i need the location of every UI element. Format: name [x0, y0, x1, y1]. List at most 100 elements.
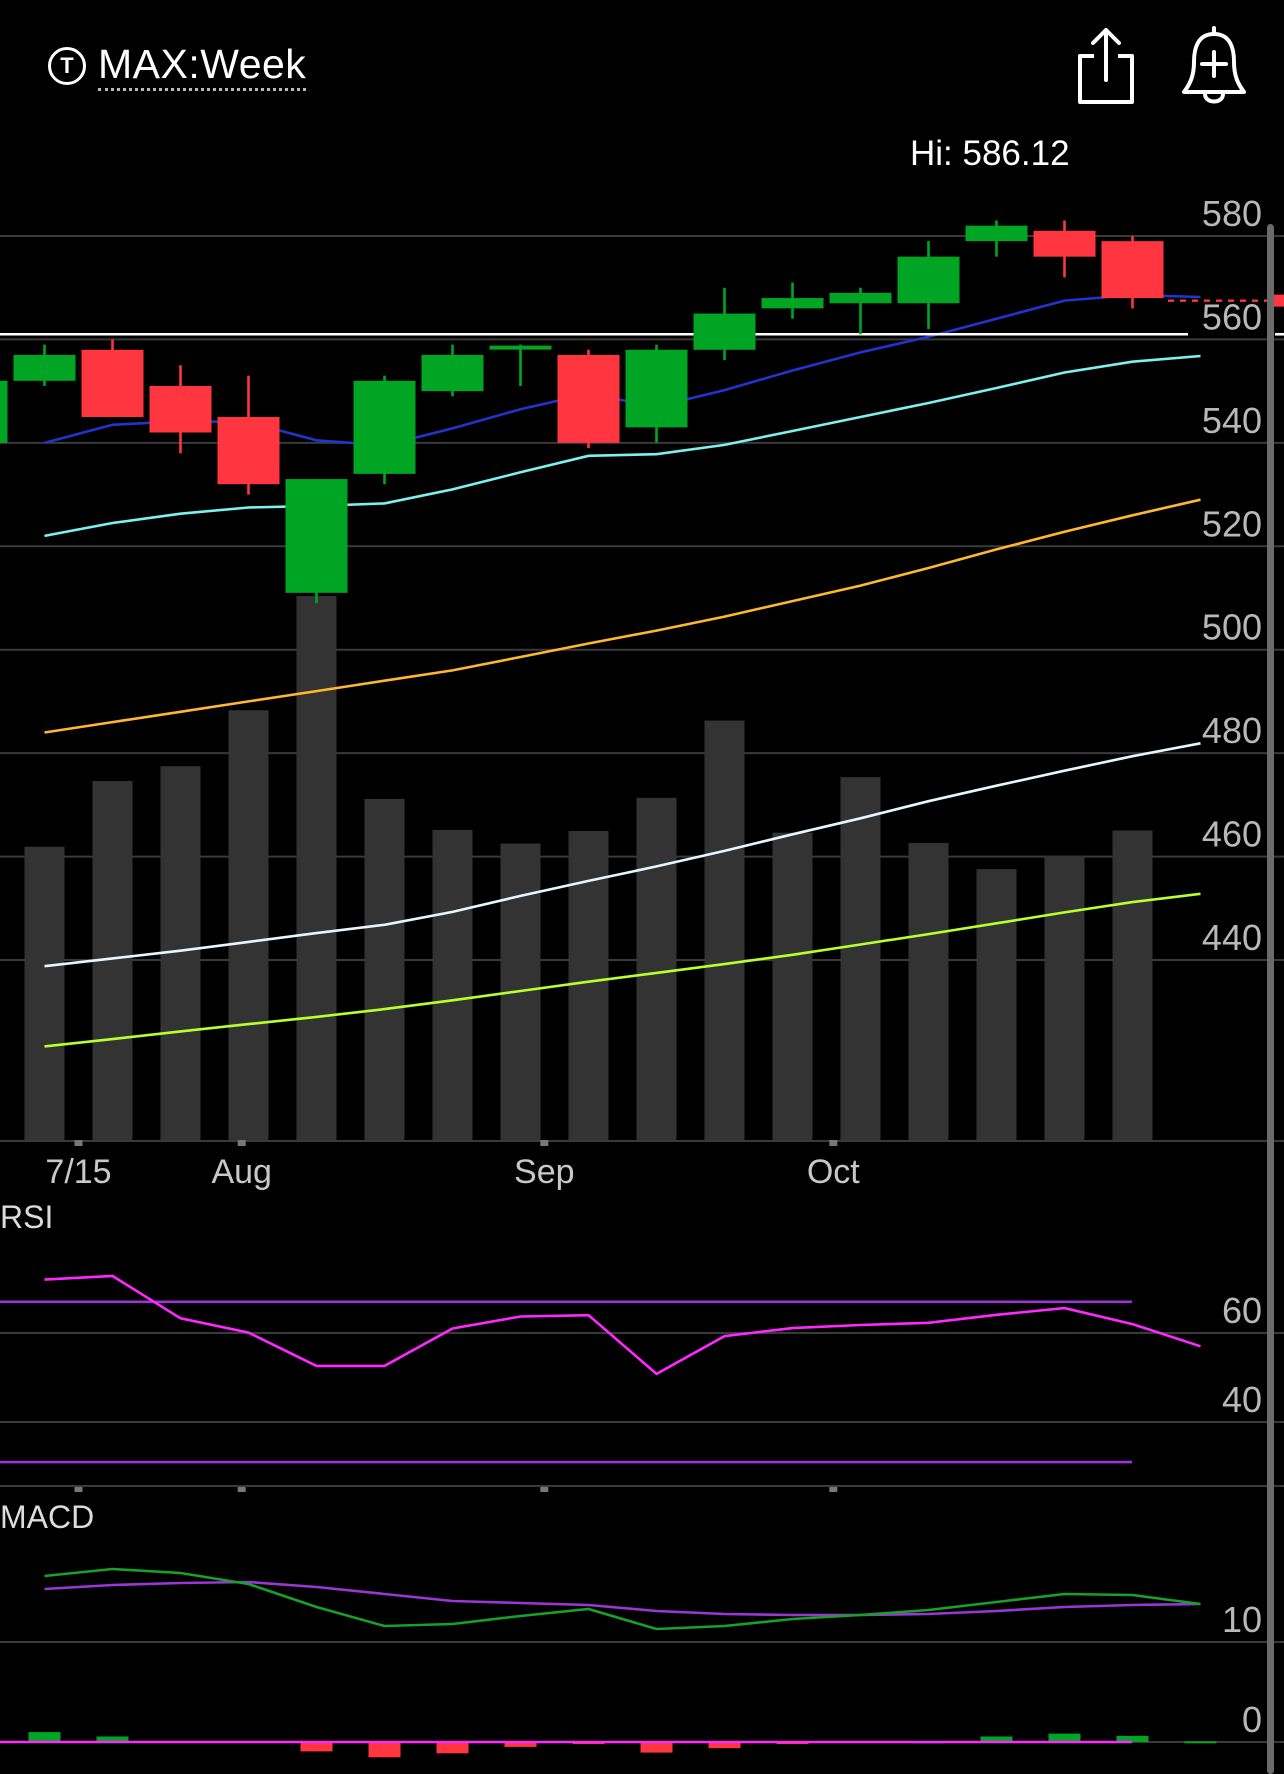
- candles: [0, 220, 1164, 604]
- high-price-label: Hi: 586.12: [910, 134, 1070, 173]
- price-tick-label: 540: [1202, 400, 1262, 441]
- volume-bar: [1112, 830, 1153, 1140]
- candle: [0, 380, 8, 443]
- volume-bar: [1044, 855, 1085, 1140]
- candle: [217, 375, 280, 495]
- candle: [13, 344, 76, 386]
- macd-tick-label: 0: [1242, 1699, 1262, 1740]
- volume-bar: [840, 777, 881, 1140]
- volume-bar: [568, 831, 609, 1140]
- candle: [557, 349, 620, 449]
- date-tick-mark: [829, 1140, 838, 1146]
- macd-histogram-bar: [436, 1742, 469, 1754]
- date-tick-label: 7/15: [45, 1153, 111, 1191]
- moving-average-line: [44, 498, 1201, 734]
- date-tick-mark: [74, 1140, 83, 1146]
- candle: [353, 375, 416, 485]
- rsi-title: RSI: [0, 1199, 53, 1235]
- last-price-marker: [1274, 294, 1284, 307]
- candle: [81, 339, 144, 417]
- candle-body: [693, 313, 756, 350]
- ticker-period-selector[interactable]: T MAX:Week: [48, 38, 307, 94]
- candle-body: [0, 380, 8, 443]
- date-tick-label: Aug: [211, 1153, 272, 1191]
- moving-average-line: [44, 742, 1201, 968]
- add-alert-bell-icon: [1182, 26, 1246, 104]
- volume-bar: [24, 846, 65, 1140]
- candle-body: [13, 354, 76, 381]
- candle-body: [421, 354, 484, 392]
- price-tick-label: 480: [1202, 710, 1262, 751]
- macd-histogram-bar: [640, 1742, 673, 1753]
- price-tick-label: 440: [1202, 917, 1262, 958]
- candle-body: [1101, 241, 1164, 299]
- macd-panel: MACD 10 0: [0, 1499, 1284, 1758]
- date-tick-mark: [540, 1486, 549, 1492]
- volume-bar: [364, 798, 405, 1140]
- candle-body: [625, 349, 688, 428]
- date-tick-mark: [540, 1140, 549, 1146]
- candle: [285, 479, 348, 604]
- macd-line: [44, 1567, 1201, 1631]
- candle-body: [489, 345, 552, 350]
- price-tick-label: 520: [1202, 503, 1262, 544]
- candle: [489, 344, 552, 386]
- candle: [829, 287, 892, 335]
- macd-histogram-bar: [1116, 1735, 1149, 1742]
- volume-bar: [976, 869, 1017, 1140]
- candle: [1033, 220, 1096, 278]
- candle-body: [149, 385, 212, 433]
- horizontal-line-layer: [0, 294, 1284, 336]
- macd-histogram-bar: [980, 1736, 1013, 1742]
- candle: [1101, 236, 1164, 309]
- price-tick-label: 500: [1202, 607, 1262, 648]
- candle-body: [557, 354, 620, 443]
- add-alert-button[interactable]: [1180, 24, 1248, 108]
- candle: [421, 344, 484, 397]
- ticker-period-label: MAX:Week: [98, 42, 307, 91]
- candle-body: [285, 479, 348, 593]
- volume-bars: [24, 596, 1153, 1140]
- volume-bar: [704, 720, 745, 1140]
- macd-histogram-bar: [368, 1742, 401, 1758]
- volume-bar: [228, 710, 269, 1140]
- rsi-line: [44, 1274, 1201, 1376]
- price-tick-label: 460: [1202, 814, 1262, 855]
- date-tick-mark: [237, 1140, 246, 1146]
- ticker-badge-icon: T: [48, 47, 86, 85]
- macd-histogram-bar: [300, 1742, 333, 1752]
- candle: [693, 287, 756, 361]
- candle-body: [761, 298, 824, 309]
- rsi-tick-label: 60: [1222, 1290, 1262, 1331]
- macd-histogram-bar: [28, 1732, 61, 1742]
- candle-body: [81, 349, 144, 417]
- date-tick-label: Sep: [514, 1153, 575, 1191]
- candle-body: [353, 380, 416, 474]
- date-tick-label: Oct: [807, 1153, 860, 1191]
- volume-bar: [772, 832, 813, 1140]
- share-button[interactable]: [1076, 26, 1136, 106]
- candle: [149, 365, 212, 454]
- candle: [625, 344, 688, 443]
- rsi-tick-label: 40: [1222, 1379, 1262, 1420]
- moving-average-line: [44, 892, 1201, 1048]
- scrollbar[interactable]: [1267, 224, 1274, 1774]
- candle-body: [965, 225, 1028, 242]
- candle-body: [1033, 230, 1096, 257]
- volume-bar: [636, 797, 677, 1140]
- macd-histogram-bar: [1184, 1741, 1217, 1744]
- date-tick-mark: [74, 1486, 83, 1492]
- price-tick-label: 560: [1202, 296, 1262, 337]
- candle: [965, 220, 1028, 257]
- macd-histogram-bar: [708, 1742, 741, 1749]
- candle: [897, 241, 960, 330]
- macd-histogram-bar: [96, 1736, 129, 1742]
- date-tick-mark: [237, 1486, 246, 1492]
- volume-bar: [908, 842, 949, 1140]
- candle: [761, 282, 824, 319]
- macd-histogram-bar: [1048, 1733, 1081, 1742]
- candle-body: [897, 256, 960, 304]
- share-icon: [1078, 28, 1134, 104]
- candle-body: [217, 417, 280, 485]
